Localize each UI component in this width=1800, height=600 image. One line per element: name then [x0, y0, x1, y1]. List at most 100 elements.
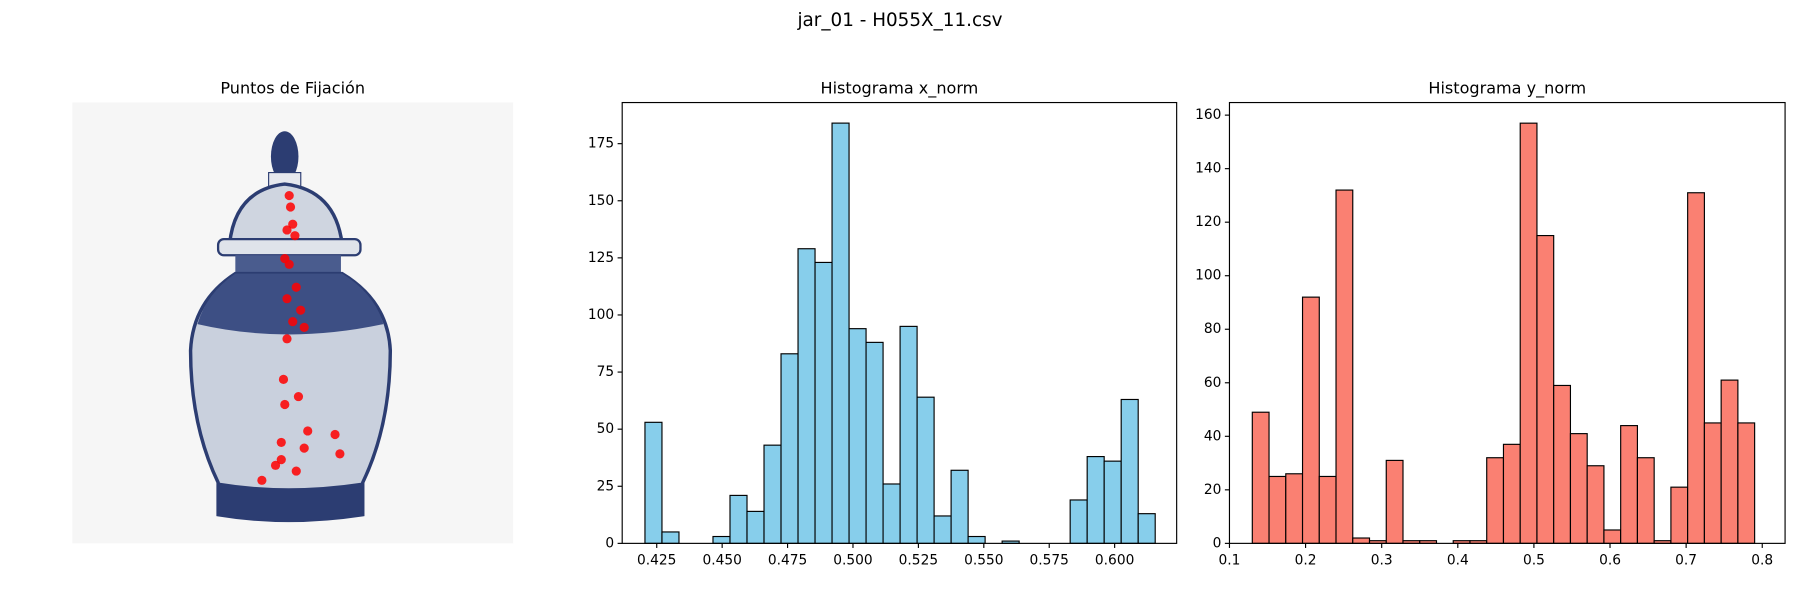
fixation-point [299, 322, 309, 332]
fixation-point [330, 429, 340, 440]
fixation-point [282, 225, 292, 235]
y-tick-label: 75 [597, 364, 615, 380]
y-tick-label: 125 [588, 250, 614, 266]
x-tick-label: 0.5 [1523, 553, 1545, 569]
bar [780, 353, 799, 544]
y-tick-label: 120 [1195, 214, 1221, 230]
fixation-point [303, 426, 313, 436]
bar [1385, 459, 1404, 544]
bar [763, 444, 782, 544]
panel-title: Histograma y_norm [1428, 78, 1586, 98]
bar [1519, 122, 1538, 544]
y-tick-label: 100 [588, 307, 614, 323]
x-tick-label: 0.8 [1751, 553, 1773, 569]
bar [1486, 457, 1505, 544]
y-tick-label: 150 [588, 193, 614, 209]
bar [1352, 537, 1371, 544]
bar [746, 510, 765, 544]
bar [797, 248, 816, 544]
figure-title: jar_01 - H055X_11.csv [796, 10, 1002, 31]
bar [1670, 486, 1689, 544]
x-tick-label: 0.1 [1219, 553, 1241, 569]
fixation-point [288, 317, 298, 327]
bar [1268, 475, 1287, 544]
bar [1335, 189, 1354, 544]
y-tick-label: 80 [1204, 321, 1222, 337]
bar [967, 535, 986, 544]
axes-frame [1228, 101, 1786, 544]
bar [1137, 513, 1156, 544]
bar [1720, 379, 1739, 544]
bar [644, 421, 663, 544]
y-tick-label: 0 [605, 535, 614, 551]
fixation-point [276, 437, 286, 448]
y-tick-label: 60 [1204, 375, 1222, 391]
x-tick-label: 0.600 [1095, 553, 1134, 569]
fixation-point [296, 305, 306, 315]
y-tick-label: 100 [1195, 268, 1221, 284]
bar [814, 261, 833, 544]
bar [865, 341, 884, 544]
fixation-point [285, 202, 296, 212]
bar [1603, 529, 1622, 544]
fixation-point [284, 190, 294, 201]
fixation-point [280, 399, 290, 410]
x-tick-label: 0.3 [1371, 553, 1393, 569]
fixation-point [288, 219, 298, 229]
y-tick-label: 175 [588, 136, 614, 152]
fixation-point [276, 455, 286, 465]
x-tick-label: 0.525 [899, 553, 938, 569]
y-tick-label: 0 [1213, 535, 1222, 551]
bar [1120, 398, 1139, 544]
fixation-point [270, 460, 281, 470]
bar [1569, 433, 1588, 544]
bar [933, 515, 952, 544]
bar [1586, 465, 1605, 544]
y-tick-label: 140 [1195, 161, 1221, 177]
bar [1285, 473, 1304, 544]
bar [882, 483, 901, 544]
x-tick-label: 0.475 [768, 553, 807, 569]
x-tick-label: 0.500 [833, 553, 872, 569]
y-tick-label: 160 [1195, 107, 1221, 123]
axes-frame [621, 101, 1178, 544]
x-tick-label: 0.450 [702, 553, 741, 569]
fixation-point [284, 259, 294, 269]
bar [1301, 296, 1320, 544]
fixation-point [291, 466, 301, 476]
bar [1703, 422, 1722, 544]
x-tick-label: 0.4 [1447, 553, 1469, 569]
x-tick-label: 0.575 [1030, 553, 1069, 569]
fixation-point [278, 374, 289, 384]
bar [1737, 422, 1756, 544]
fixation-point [282, 334, 292, 344]
x-tick-label: 0.550 [964, 553, 1003, 569]
bar [950, 469, 969, 544]
bar [1536, 234, 1555, 544]
bar [848, 328, 867, 544]
y-tick-label: 50 [597, 421, 615, 437]
x-tick-label: 0.425 [637, 553, 676, 569]
y-tick-label: 25 [597, 478, 615, 494]
fixation-point [291, 282, 301, 292]
bar [1318, 475, 1337, 544]
bar [831, 122, 850, 544]
bar [916, 396, 935, 544]
bar [1636, 457, 1655, 544]
fixation-point [282, 294, 292, 304]
fixation-point [293, 391, 304, 402]
y-tick-label: 40 [1204, 428, 1222, 444]
bar [1251, 411, 1270, 544]
fixation-point [299, 443, 309, 453]
panel-title: Histograma x_norm [821, 78, 979, 98]
bar [1620, 425, 1638, 544]
bar [1086, 456, 1105, 544]
bar [729, 494, 748, 544]
fixation-point [335, 449, 345, 459]
bar [1687, 192, 1705, 544]
bar [712, 535, 731, 544]
x-tick-label: 0.7 [1675, 553, 1697, 569]
bar [1553, 384, 1572, 544]
y-tick-label: 20 [1204, 482, 1222, 498]
